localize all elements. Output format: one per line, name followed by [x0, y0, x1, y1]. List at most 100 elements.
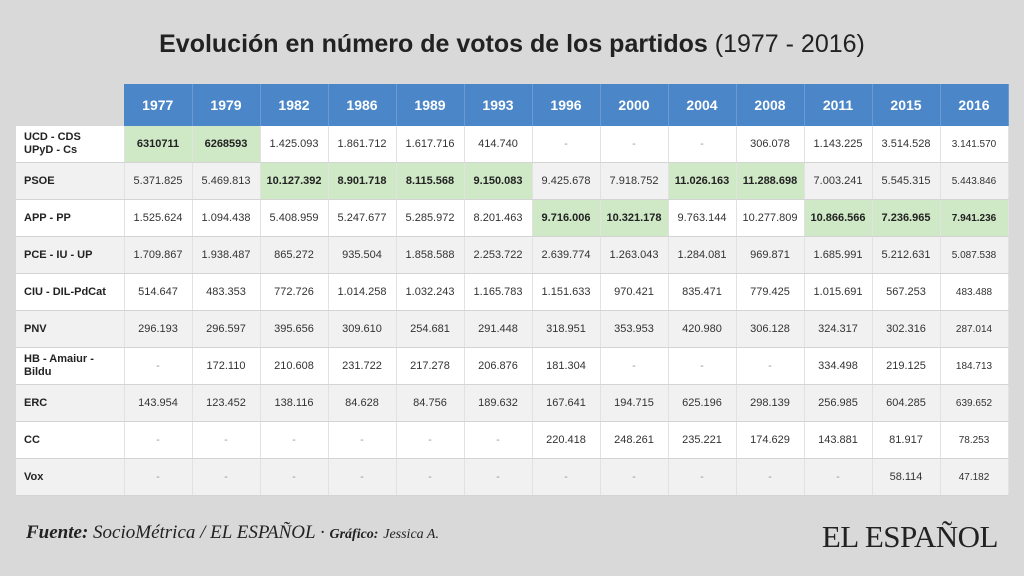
vote-cell: -	[668, 347, 737, 385]
vote-cell: 865.272	[260, 236, 329, 274]
vote-cell: 302.316	[872, 310, 941, 348]
vote-cell: 5.087.538	[940, 236, 1009, 274]
vote-cell: 772.726	[260, 273, 329, 311]
table-row: CIU - DIL-PdCat 514.647 483.353 772.726 1.01…	[16, 273, 1009, 311]
vote-cell: -	[396, 421, 465, 459]
vote-cell: 8.115.568	[396, 162, 465, 200]
vote-cell: -	[668, 126, 737, 163]
source-credit: Fuente: SocioMétrica / EL ESPAÑOL · Gráf…	[26, 522, 439, 544]
vote-cell: 1.525.624	[124, 199, 193, 237]
vote-cell: -	[464, 458, 533, 496]
vote-cell: 9.763.144	[668, 199, 737, 237]
vote-cell: 189.632	[464, 384, 533, 422]
vote-cell: -	[260, 421, 329, 459]
vote-cell: 254.681	[396, 310, 465, 348]
vote-cell: -	[192, 458, 261, 496]
vote-cell: 306.128	[736, 310, 805, 348]
vote-cell: 9.150.083	[464, 162, 533, 200]
vote-cell: -	[668, 458, 737, 496]
year-header-2000: 2000	[600, 84, 669, 126]
table-row: APP - PP 1.525.624 1.094.438 5.408.959 5.247…	[16, 199, 1009, 237]
vote-cell: 969.871	[736, 236, 805, 274]
party-label: PNV	[16, 310, 125, 348]
chart-title: Evolución en número de votos de los part…	[0, 30, 1024, 59]
vote-cell: 7.941.236	[940, 199, 1009, 237]
vote-cell: 1.014.258	[328, 273, 397, 311]
vote-cell: 2.253.722	[464, 236, 533, 274]
vote-cell: 306.078	[736, 126, 805, 163]
vote-cell: 639.652	[940, 384, 1009, 422]
vote-cell: -	[600, 126, 669, 163]
year-header-2004: 2004	[668, 84, 737, 126]
vote-cell: 334.498	[804, 347, 873, 385]
vote-cell: 5.443.846	[940, 162, 1009, 200]
table-row: UCD - CDS UPyD - Cs 6310711 6268593 1.425.09…	[16, 126, 1009, 163]
table-body: UCD - CDS UPyD - Cs 6310711 6268593 1.425.09…	[16, 126, 1009, 496]
vote-cell: 47.182	[940, 458, 1009, 496]
vote-cell: 5.408.959	[260, 199, 329, 237]
vote-cell: 181.304	[532, 347, 601, 385]
vote-cell: -	[600, 347, 669, 385]
vote-cell: 184.713	[940, 347, 1009, 385]
vote-cell: 514.647	[124, 273, 193, 311]
vote-cell: 220.418	[532, 421, 601, 459]
year-header-2016: 2016	[940, 84, 1009, 126]
vote-cell: 9.425.678	[532, 162, 601, 200]
vote-cell: 3.141.570	[940, 126, 1009, 163]
vote-cell: 11.026.163	[668, 162, 737, 200]
party-label: UCD - CDS UPyD - Cs	[16, 126, 125, 163]
vote-cell: 1.263.043	[600, 236, 669, 274]
vote-cell: 779.425	[736, 273, 805, 311]
vote-cell: 1.425.093	[260, 126, 329, 163]
votes-table: 1977 1979 1982 1986 1989 1993 1996 2000 2004 2008…	[16, 84, 1009, 496]
year-header-1986: 1986	[328, 84, 397, 126]
vote-cell: 1.858.588	[396, 236, 465, 274]
year-header-1979: 1979	[192, 84, 261, 126]
vote-cell: -	[736, 458, 805, 496]
vote-cell: 1.617.716	[396, 126, 465, 163]
el-espanol-logo: EL ESPAÑOL	[821, 519, 999, 554]
vote-cell: 10.866.566	[804, 199, 873, 237]
vote-cell: 58.114	[872, 458, 941, 496]
chart-title-range: (1977 - 2016)	[714, 30, 865, 58]
vote-cell: 1.151.633	[532, 273, 601, 311]
vote-cell: 318.951	[532, 310, 601, 348]
year-header-1996: 1996	[532, 84, 601, 126]
vote-cell: 625.196	[668, 384, 737, 422]
vote-cell: 5.545.315	[872, 162, 941, 200]
vote-cell: 296.597	[192, 310, 261, 348]
vote-cell: 143.881	[804, 421, 873, 459]
table-row: PSOE 5.371.825 5.469.813 10.127.392 8.901.71…	[16, 162, 1009, 200]
vote-cell: 604.285	[872, 384, 941, 422]
vote-cell: 1.143.225	[804, 126, 873, 163]
table-row: Vox - - - - - - - - - - -58.114 47.182	[16, 458, 1009, 496]
vote-cell: -	[464, 421, 533, 459]
vote-cell: 2.639.774	[532, 236, 601, 274]
vote-cell: 78.253	[940, 421, 1009, 459]
party-label: ERC	[16, 384, 125, 422]
vote-cell: 1.709.867	[124, 236, 193, 274]
year-header-1993: 1993	[464, 84, 533, 126]
vote-cell: -	[328, 421, 397, 459]
vote-cell: 10.321.178	[600, 199, 669, 237]
vote-cell: 10.277.809	[736, 199, 805, 237]
year-header-1977: 1977	[124, 84, 193, 126]
vote-cell: -	[532, 458, 601, 496]
vote-cell: 5.247.677	[328, 199, 397, 237]
vote-cell: 235.221	[668, 421, 737, 459]
vote-cell: 217.278	[396, 347, 465, 385]
vote-cell: 7.236.965	[872, 199, 941, 237]
vote-cell: 1.861.712	[328, 126, 397, 163]
vote-cell: 1.032.243	[396, 273, 465, 311]
party-label: HB - Amaiur - Bildu	[16, 347, 125, 385]
vote-cell: 194.715	[600, 384, 669, 422]
vote-cell: 11.288.698	[736, 162, 805, 200]
vote-cell: 84.628	[328, 384, 397, 422]
table-row: ERC 143.954 123.452 138.116 84.628 84.756 189.…	[16, 384, 1009, 422]
vote-cell: 1.685.991	[804, 236, 873, 274]
table-row: PCE - IU - UP 1.709.867 1.938.487 865.272 93…	[16, 236, 1009, 274]
vote-cell: 81.917	[872, 421, 941, 459]
vote-cell: 395.656	[260, 310, 329, 348]
vote-cell: 935.504	[328, 236, 397, 274]
year-header-2015: 2015	[872, 84, 941, 126]
